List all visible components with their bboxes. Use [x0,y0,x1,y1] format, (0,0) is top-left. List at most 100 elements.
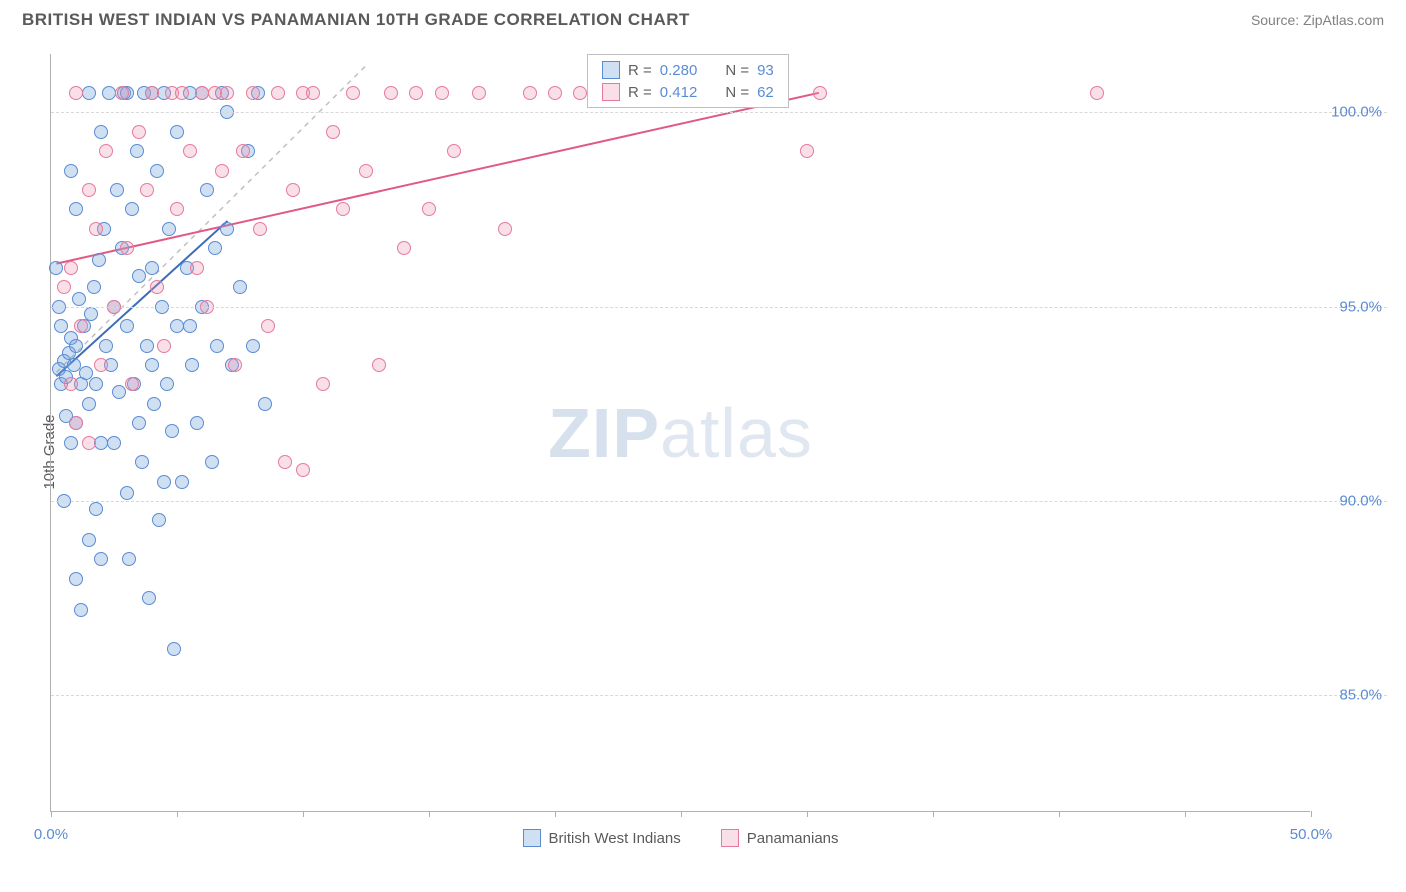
data-point [74,603,88,617]
data-point [175,86,189,100]
swatch-blue [522,829,540,847]
data-point [316,377,330,391]
data-point [253,222,267,236]
data-point [183,319,197,333]
legend-item-bwi: British West Indians [522,829,680,847]
data-point [132,416,146,430]
data-point [220,222,234,236]
data-point [147,397,161,411]
data-point [220,86,234,100]
data-point [132,125,146,139]
data-point [384,86,398,100]
data-point [89,222,103,236]
data-point [215,164,229,178]
data-point [120,486,134,500]
data-point [57,280,71,294]
data-point [140,183,154,197]
y-tick-label: 85.0% [1322,687,1382,704]
data-point [1090,86,1104,100]
data-point [185,358,199,372]
data-point [152,513,166,527]
data-point [271,86,285,100]
data-point [409,86,423,100]
data-point [205,455,219,469]
data-point [157,339,171,353]
data-point [435,86,449,100]
r-value-bwi: 0.280 [660,62,698,79]
data-point [548,86,562,100]
data-point [157,475,171,489]
swatch-blue [602,61,620,79]
data-point [498,222,512,236]
n-label: N = [725,84,749,101]
r-label: R = [628,84,652,101]
data-point [258,397,272,411]
legend-row-pan: R = 0.412 N = 62 [588,81,788,103]
data-point [160,377,174,391]
data-point [336,202,350,216]
data-point [82,533,96,547]
data-point [99,339,113,353]
legend-label-bwi: British West Indians [548,830,680,847]
data-point [145,358,159,372]
data-point [122,552,136,566]
data-point [422,202,436,216]
x-tick [681,811,682,817]
swatch-pink [721,829,739,847]
legend-row-bwi: R = 0.280 N = 93 [588,59,788,81]
data-point [94,552,108,566]
x-tick-label: 50.0% [1290,826,1333,843]
y-tick-label: 100.0% [1322,104,1382,121]
data-point [278,455,292,469]
grid-line [51,501,1387,502]
swatch-pink [602,83,620,101]
series-legend: British West Indians Panamanians [522,829,838,847]
data-point [94,358,108,372]
data-point [69,202,83,216]
plot-area: ZIPatlas R = 0.280 N = 93 R = 0.412 N = … [50,54,1310,812]
data-point [82,397,96,411]
data-point [306,86,320,100]
grid-line [51,307,1387,308]
legend-label-pan: Panamanians [747,830,839,847]
data-point [107,436,121,450]
data-point [64,261,78,275]
source-attribution: Source: ZipAtlas.com [1251,12,1384,28]
x-tick [177,811,178,817]
legend-item-pan: Panamanians [721,829,839,847]
data-point [49,261,63,275]
data-point [82,86,96,100]
data-point [246,339,260,353]
y-tick-label: 95.0% [1322,298,1382,315]
data-point [800,144,814,158]
data-point [130,144,144,158]
data-point [92,253,106,267]
x-tick-label: 0.0% [34,826,68,843]
data-point [236,144,250,158]
data-point [120,319,134,333]
data-point [167,642,181,656]
r-label: R = [628,62,652,79]
data-point [69,416,83,430]
x-tick [303,811,304,817]
data-point [69,339,83,353]
data-point [175,475,189,489]
data-point [472,86,486,100]
chart-title: BRITISH WEST INDIAN VS PANAMANIAN 10TH G… [22,10,690,30]
data-point [140,339,154,353]
data-point [372,358,386,372]
data-point [64,377,78,391]
grid-line [51,112,1387,113]
x-tick [1311,811,1312,817]
n-value-pan: 62 [757,84,774,101]
data-point [296,463,310,477]
data-point [233,280,247,294]
data-point [125,377,139,391]
data-point [573,86,587,100]
data-point [150,280,164,294]
data-point [208,241,222,255]
data-point [132,269,146,283]
data-point [346,86,360,100]
data-point [94,125,108,139]
data-point [89,377,103,391]
